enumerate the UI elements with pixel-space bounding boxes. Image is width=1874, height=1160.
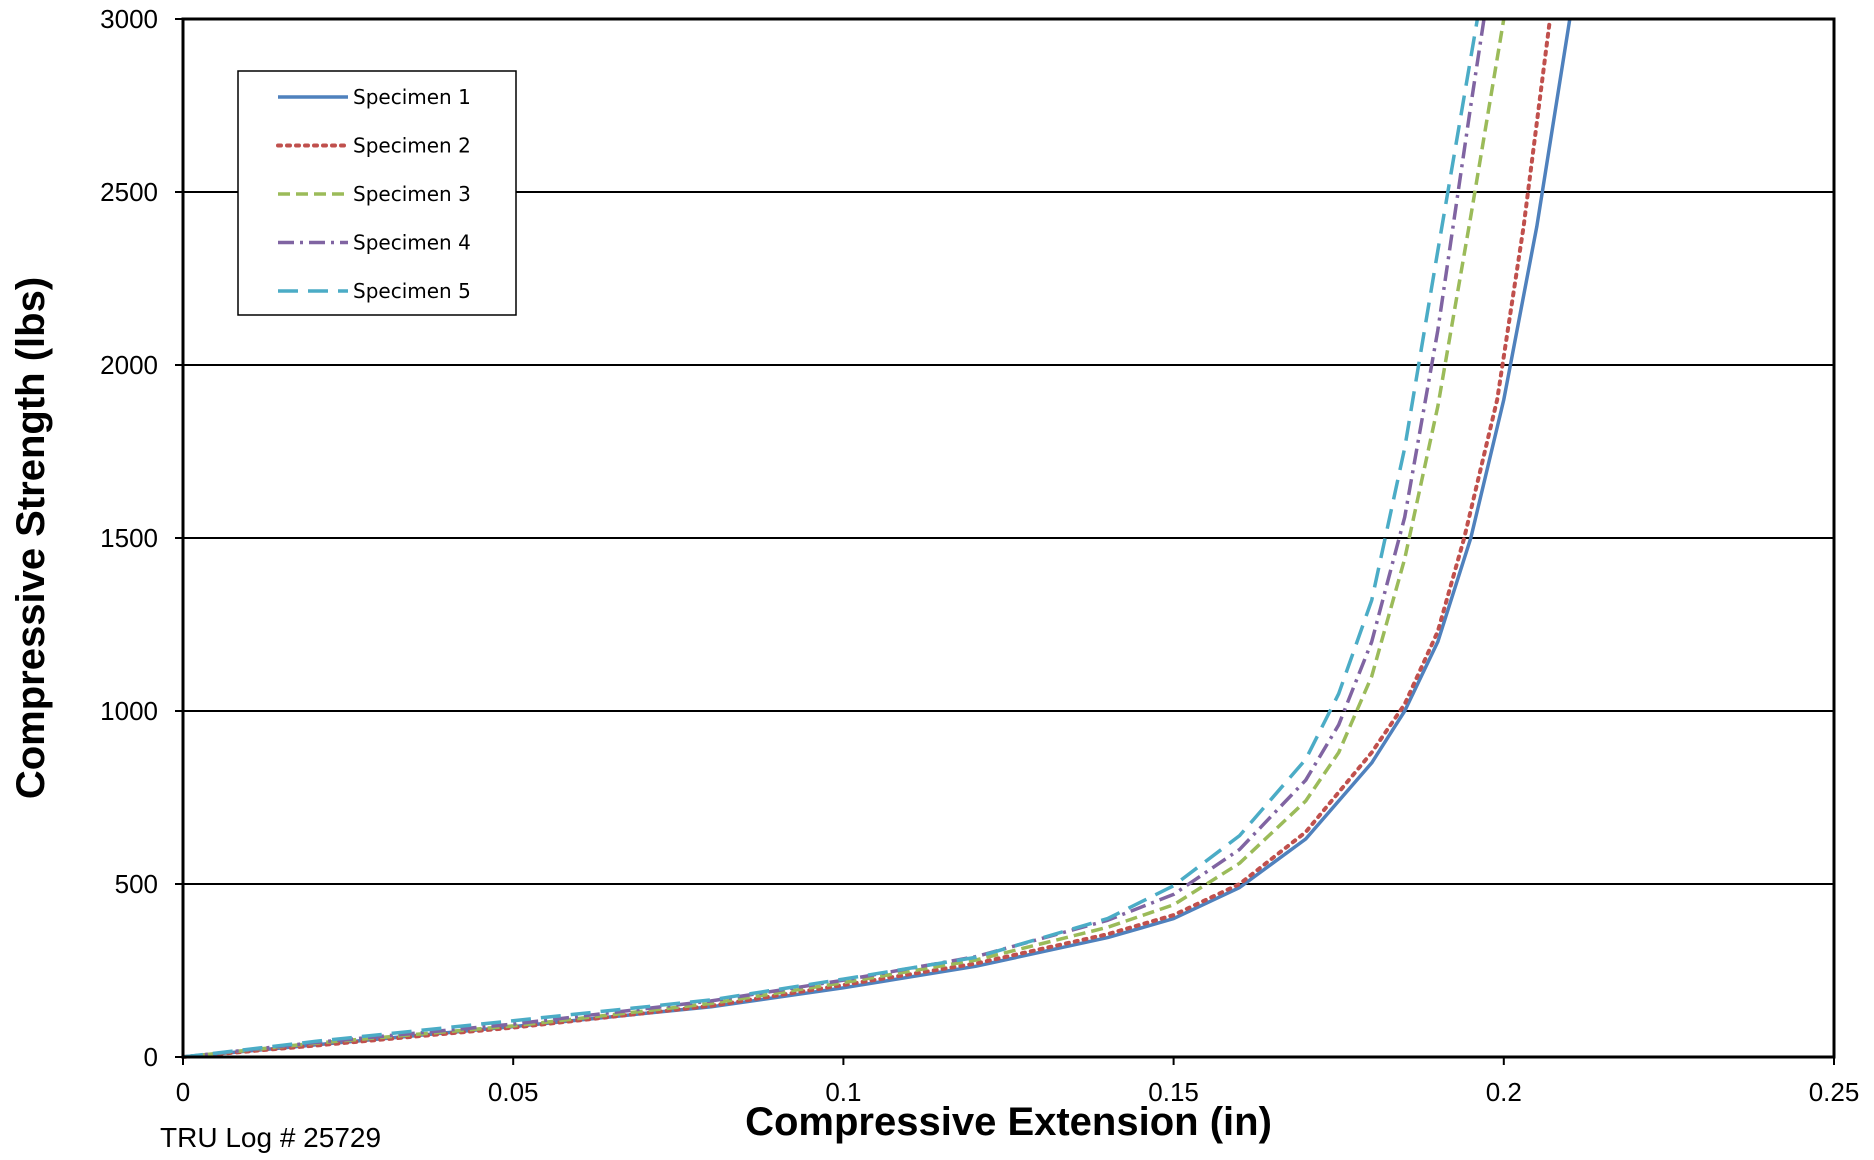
legend-label: Specimen 5 (353, 279, 471, 303)
series-lines (181, 17, 1572, 1059)
x-tick-label: 0.2 (1486, 1077, 1522, 1107)
x-axis-title: Compressive Extension (in) (745, 1100, 1272, 1144)
legend-label: Specimen 1 (353, 85, 471, 109)
y-tick-label: 500 (115, 869, 158, 899)
y-tick-label: 2500 (100, 177, 158, 207)
x-tick-label: 0.25 (1809, 1077, 1860, 1107)
legend-label: Specimen 3 (353, 182, 471, 206)
series-line-specimen-2 (181, 17, 1552, 1059)
log-number-note: TRU Log # 25729 (160, 1122, 382, 1153)
series-line-specimen-1 (182, 18, 1572, 1059)
y-tick-label: 0 (144, 1042, 158, 1072)
legend: Specimen 1 Specimen 2 Specimen 3 Specimen 4… (237, 70, 517, 316)
x-tick-label: 0.15 (1148, 1077, 1199, 1107)
y-axis-title: Compressive Strength (lbs) (9, 277, 53, 799)
legend-label: Specimen 2 (353, 134, 471, 158)
series-line-specimen-4 (182, 18, 1486, 1059)
series-line-specimen-5 (182, 18, 1480, 1059)
legend-label: Specimen 4 (353, 231, 471, 255)
y-tick-label: 1500 (100, 523, 158, 553)
y-tick-label: 3000 (100, 4, 158, 34)
y-tick-label: 1000 (100, 696, 158, 726)
y-tick-label: 2000 (100, 350, 158, 380)
x-tick-label: 0 (176, 1077, 190, 1107)
series-line-specimen-3 (182, 18, 1506, 1059)
axis-ticks: 0 500 1000 1500 2000 2500 3000 0 0.05 0.1 0.15 0.2 0… (100, 4, 1859, 1107)
x-tick-label: 0.1 (825, 1077, 861, 1107)
x-tick-label: 0.05 (488, 1077, 539, 1107)
